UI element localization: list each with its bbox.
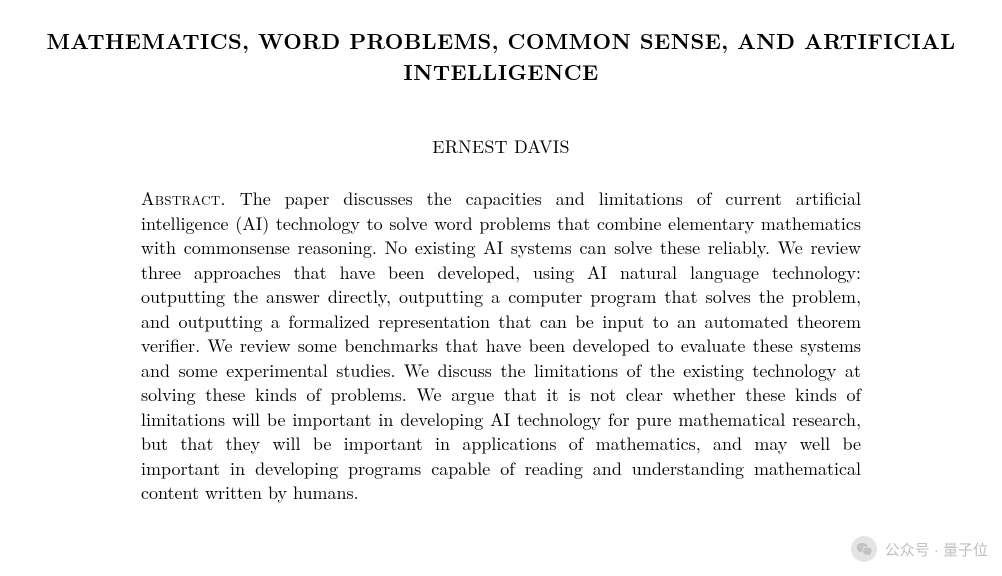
paper-page: MATHEMATICS, WORD PROBLEMS, COMMON SENSE… xyxy=(0,0,1002,505)
wechat-icon xyxy=(851,536,877,562)
abstract-body: The paper discusses the capacities and l… xyxy=(141,186,861,505)
watermark-text: 公众号 · 量子位 xyxy=(885,539,988,560)
paper-title: MATHEMATICS, WORD PROBLEMS, COMMON SENSE… xyxy=(44,26,958,88)
paper-author: ERNEST DAVIS xyxy=(44,134,958,159)
abstract: Abstract. The paper discusses the capaci… xyxy=(141,187,861,505)
abstract-label: Abstract. xyxy=(141,186,226,211)
watermark: 公众号 · 量子位 xyxy=(851,536,988,562)
